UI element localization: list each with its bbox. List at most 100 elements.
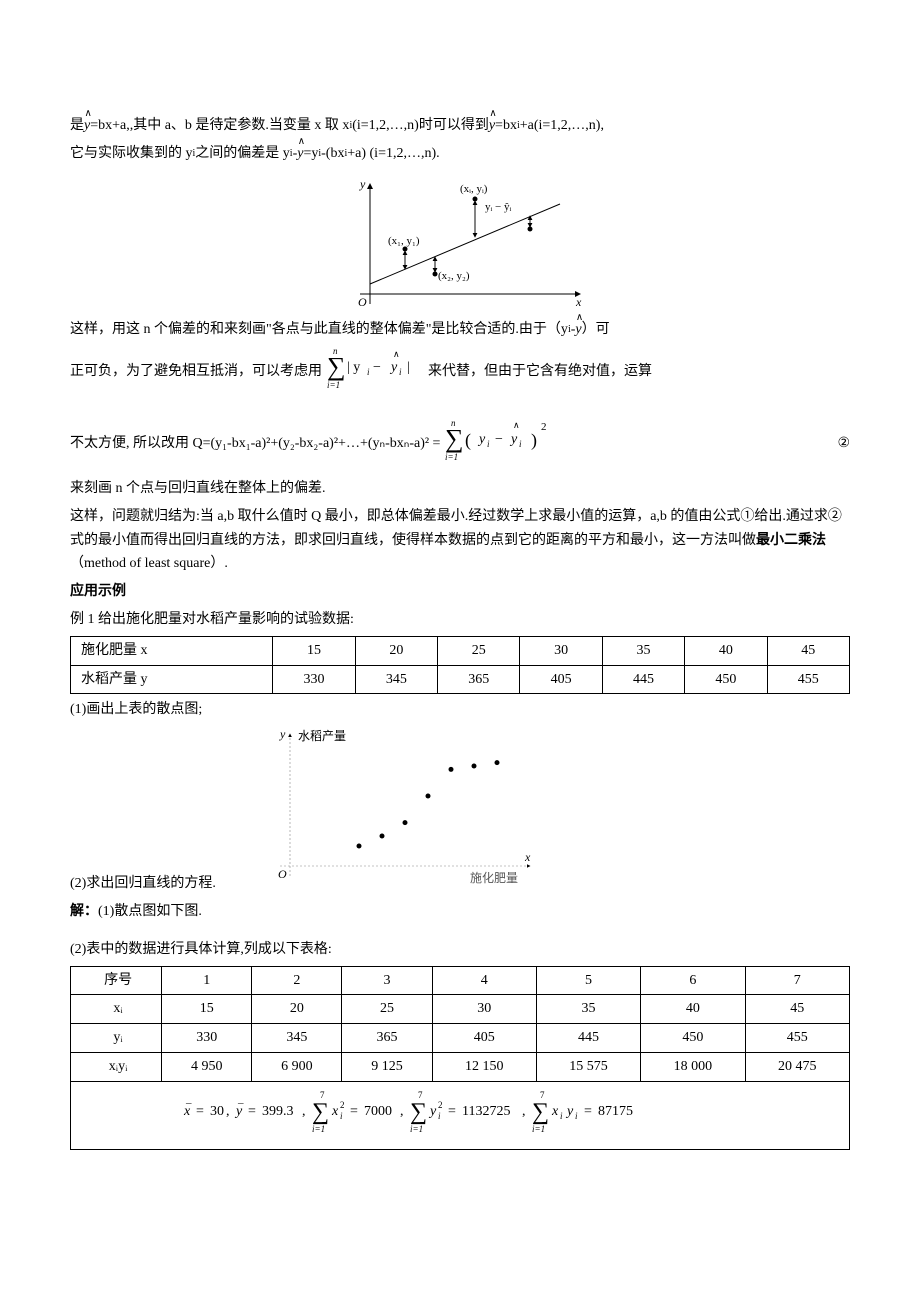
svg-text:x: x <box>183 1104 191 1119</box>
text: 之间的偏差是 y <box>195 142 290 166</box>
svg-text:i: i <box>519 439 522 449</box>
section-header-examples: 应用示例 <box>70 580 850 604</box>
paragraph-3: 这样，用这 n 个偏差的和来刻画"各点与此直线的整体偏差"是比较合适的.由于（y… <box>70 318 850 342</box>
text: (1)散点图如下图. <box>98 904 202 919</box>
svg-text:i: i <box>487 439 490 449</box>
svg-text:∧: ∧ <box>513 420 520 430</box>
example-1-title: 例 1 给出施化肥量对水稻产量影响的试验数据: <box>70 608 850 632</box>
svg-text:y: y <box>279 727 286 741</box>
text: 正可负，为了避免相互抵消，可以考虑用 <box>70 360 322 384</box>
text: 是 <box>70 114 84 138</box>
svg-text:y: y <box>565 1104 574 1119</box>
svg-text:x: x <box>551 1104 559 1119</box>
svg-text:7: 7 <box>540 1090 545 1100</box>
svg-text:n: n <box>451 418 456 428</box>
svg-text:=: = <box>448 1104 456 1119</box>
svg-text:y: y <box>428 1104 437 1119</box>
paragraph-4: 正可负，为了避免相互抵消，可以考虑用 ∑ i=1 n | y i − ∧ y i… <box>70 345 850 398</box>
sum-expression-1: ∑ i=1 n | y i − ∧ y i | <box>325 345 425 398</box>
svg-text:yᵢ − ŷᵢ: yᵢ − ŷᵢ <box>485 201 512 213</box>
table-row: 序号1234567 <box>71 966 850 995</box>
text: (i=1,2,…,n)时可以得到 <box>352 114 489 138</box>
text: 它与实际收集到的 y <box>70 142 193 166</box>
svg-text:i=1: i=1 <box>327 380 340 389</box>
scatter-plot: O x y 水稻产量 施化肥量 <box>260 726 550 886</box>
svg-text:x: x <box>331 1104 339 1119</box>
svg-text:i=1: i=1 <box>532 1124 545 1134</box>
svg-text:2: 2 <box>340 1100 345 1110</box>
y-hat: y <box>84 114 90 138</box>
svg-text:−: − <box>495 432 503 447</box>
svg-text:i: i <box>399 367 402 377</box>
y-hat: y <box>575 318 581 342</box>
svg-text:水稻产量: 水稻产量 <box>298 729 346 743</box>
svg-text:−: − <box>373 360 381 375</box>
table-fertilizer-data: 施化肥量 x15202530354045 水稻产量 y3303453654054… <box>70 636 850 695</box>
svg-text:y: y <box>234 1104 243 1119</box>
svg-text:1132725: 1132725 <box>462 1104 510 1119</box>
table-row: xᵢ15202530354045 <box>71 995 850 1024</box>
text: =bx <box>495 114 517 138</box>
svg-text:,: , <box>522 1104 526 1119</box>
text: （method of least square）. <box>70 556 228 571</box>
svg-text:O: O <box>358 295 367 309</box>
solution-line: 解：(1)散点图如下图. <box>70 900 850 924</box>
text: 不太方便, 所以改用 Q=(y₁-bx₁-a)²+(y₂-bx₂-a)²+…+(… <box>70 432 440 456</box>
text: 这样，问题就归结为:当 a,b 取什么值时 Q 最小，即总体偏差最小.经过数学上… <box>70 509 842 548</box>
svg-text:(x₁, y₁): (x₁, y₁) <box>388 235 420 247</box>
svg-text:(: ( <box>465 430 471 451</box>
equation-number: ② <box>830 432 850 456</box>
svg-text:(x₂, y₂): (x₂, y₂) <box>438 270 470 282</box>
svg-text:30: 30 <box>210 1104 224 1119</box>
svg-text:∑: ∑ <box>532 1099 549 1125</box>
svg-text:399.3: 399.3 <box>262 1104 294 1119</box>
paragraph-2: 它与实际收集到的 yi 之间的偏差是 yi - y =yi -(bxi +a) … <box>70 142 850 166</box>
table-calculation: 序号1234567 xᵢ15202530354045 yᵢ33034536540… <box>70 966 850 1150</box>
svg-text:∑: ∑ <box>410 1099 427 1125</box>
svg-text:|: | <box>407 360 410 375</box>
paragraph-6: 来刻画 n 个点与回归直线在整体上的偏差. <box>70 477 850 501</box>
svg-text:O: O <box>278 867 287 881</box>
svg-text:y: y <box>389 360 398 375</box>
paragraph-1: 是 y =bx+a,,其中 a、b 是待定参数.当变量 x 取 xi (i=1,… <box>70 114 850 138</box>
deviation-diagram: O x y (x₁, y₁) (x₂, y₂) (xᵢ, yᵢ) yᵢ − ŷᵢ <box>330 174 590 314</box>
svg-text:施化肥量: 施化肥量 <box>470 871 518 885</box>
paragraph-5: 不太方便, 所以改用 Q=(y₁-bx₁-a)²+(y₂-bx₂-a)²+…+(… <box>70 414 850 473</box>
svg-text:∑: ∑ <box>327 352 346 381</box>
svg-text:2: 2 <box>541 421 547 433</box>
svg-text:∑: ∑ <box>312 1099 329 1125</box>
svg-text:7000: 7000 <box>364 1104 392 1119</box>
svg-text:7: 7 <box>320 1090 325 1100</box>
svg-text:y: y <box>477 432 486 447</box>
svg-text:i=1: i=1 <box>445 452 458 462</box>
svg-text:i=1: i=1 <box>312 1124 325 1134</box>
svg-text:=: = <box>350 1104 358 1119</box>
svg-text:,: , <box>226 1104 230 1119</box>
text: ）可 <box>582 318 610 342</box>
text: =bx+a,,其中 a、b 是待定参数.当变量 x 取 x <box>90 114 349 138</box>
svg-text:,: , <box>400 1104 404 1119</box>
term-least-squares: 最小二乘法 <box>756 533 826 548</box>
text: 这样，用这 n 个偏差的和来刻画"各点与此直线的整体偏差"是比较合适的.由于（y <box>70 318 568 342</box>
svg-text:y: y <box>359 177 366 191</box>
svg-text:x: x <box>575 295 582 309</box>
svg-text:87175: 87175 <box>598 1104 633 1119</box>
svg-text:i: i <box>367 367 370 377</box>
y-hat: y <box>489 114 495 138</box>
svg-text:2: 2 <box>438 1100 443 1110</box>
summary-equation: _ x = 30 , _ y = 399.3 , ∑ i=1 7 x 2 i <box>180 1088 740 1134</box>
svg-text:i: i <box>340 1111 343 1121</box>
question-1: (1)画出上表的散点图; <box>70 698 850 722</box>
svg-text:=: = <box>196 1104 204 1119</box>
svg-text:i: i <box>438 1111 441 1121</box>
svg-text:): ) <box>531 430 537 451</box>
solution-label: 解： <box>70 904 98 919</box>
svg-text:∧: ∧ <box>393 349 400 359</box>
svg-text:(xᵢ, yᵢ): (xᵢ, yᵢ) <box>460 183 488 195</box>
svg-text:7: 7 <box>418 1090 423 1100</box>
table-row-equation: _ x = 30 , _ y = 399.3 , ∑ i=1 7 x 2 i <box>71 1081 850 1149</box>
svg-text:i: i <box>575 1111 578 1121</box>
svg-text:y: y <box>509 432 518 447</box>
svg-text:i: i <box>560 1111 563 1121</box>
svg-text:,: , <box>302 1104 306 1119</box>
